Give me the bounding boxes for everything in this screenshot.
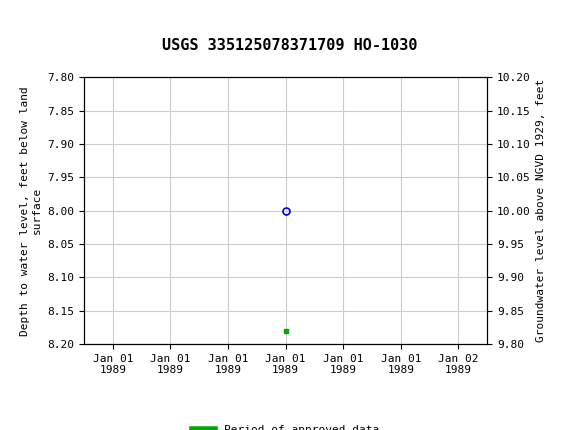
Y-axis label: Depth to water level, feet below land
surface: Depth to water level, feet below land su… <box>20 86 42 335</box>
Y-axis label: Groundwater level above NGVD 1929, feet: Groundwater level above NGVD 1929, feet <box>536 79 546 342</box>
FancyBboxPatch shape <box>3 3 58 33</box>
Text: USGS: USGS <box>3 11 50 26</box>
Text: USGS 335125078371709 HO-1030: USGS 335125078371709 HO-1030 <box>162 38 418 52</box>
Legend: Period of approved data: Period of approved data <box>188 421 383 430</box>
